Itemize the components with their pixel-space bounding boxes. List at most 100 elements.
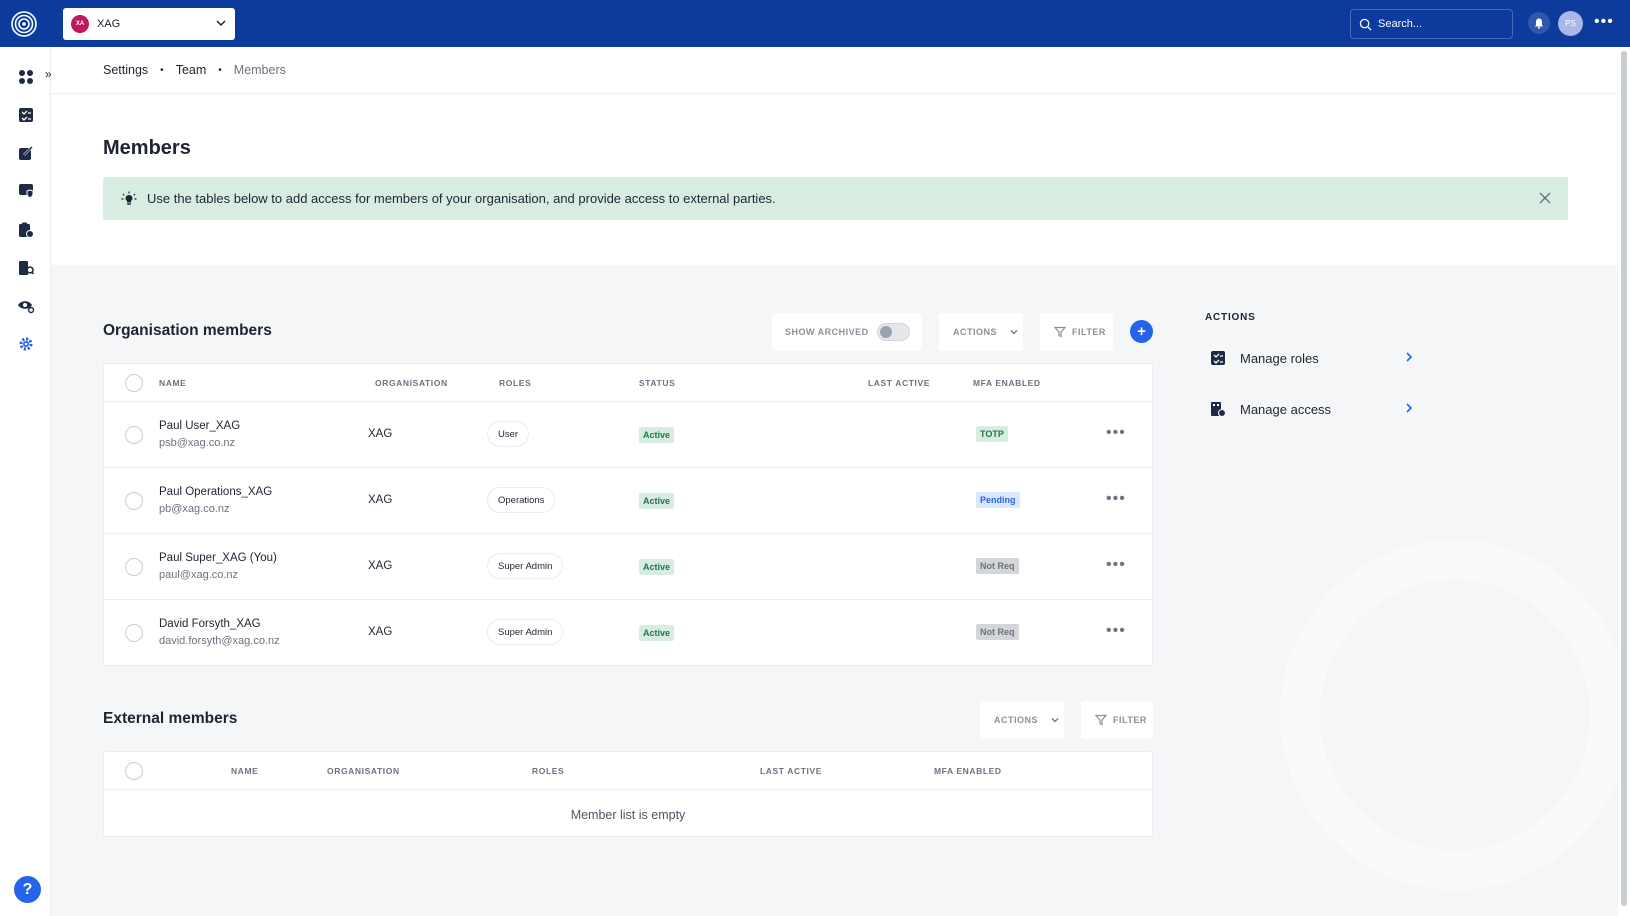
chevron-down-icon: [1051, 718, 1059, 723]
role-badge: Operations: [487, 487, 556, 513]
app-logo-icon[interactable]: [10, 10, 38, 38]
sidebar-expand-icon[interactable]: »: [45, 67, 52, 81]
column-status[interactable]: STATUS: [639, 378, 676, 388]
more-menu-icon[interactable]: •••: [1594, 13, 1614, 30]
breadcrumb-team[interactable]: Team: [175, 63, 207, 77]
mfa-badge: Pending: [976, 492, 1020, 508]
mfa-badge: TOTP: [976, 426, 1008, 442]
manage-roles-link[interactable]: Manage roles: [1210, 347, 1415, 369]
user-avatar[interactable]: PS: [1558, 11, 1583, 36]
scrollbar-thumb[interactable]: [1621, 51, 1627, 906]
org-selector[interactable]: XA XAG: [63, 8, 235, 40]
row-checkbox[interactable]: [125, 624, 143, 642]
external-filter-button[interactable]: FILTER: [1081, 701, 1153, 739]
filter-icon: [1095, 714, 1107, 726]
member-name: David Forsyth_XAG: [159, 618, 261, 630]
row-more-icon[interactable]: •••: [1106, 622, 1126, 639]
chevron-right-icon: [1406, 403, 1413, 413]
column-name[interactable]: NAME: [159, 378, 187, 388]
chevron-right-icon: [1406, 352, 1413, 362]
org-filter-button[interactable]: FILTER: [1040, 313, 1113, 351]
table-header: NAME ORGANISATION ROLES STATUS LAST ACTI…: [104, 364, 1152, 402]
member-email: psb@xag.co.nz: [159, 437, 235, 449]
sidebar: »: [0, 47, 52, 916]
header-divider: [51, 93, 1618, 94]
column-last-active[interactable]: LAST ACTIVE: [868, 378, 931, 388]
external-members-table: NAME ORGANISATION ROLES LAST ACTIVE MFA …: [103, 751, 1153, 837]
breadcrumb-separator: •: [160, 64, 164, 76]
show-archived-label: SHOW ARCHIVED: [785, 327, 869, 337]
manage-access-label: Manage access: [1240, 401, 1332, 417]
member-name: Paul Operations_XAG: [159, 486, 273, 498]
column-mfa-enabled[interactable]: MFA ENABLED: [934, 766, 1002, 776]
building-lock-icon: [1211, 402, 1226, 417]
org-actions-dropdown[interactable]: ACTIONS: [939, 313, 1023, 351]
dashboard-icon[interactable]: [17, 68, 35, 86]
actions-label: ACTIONS: [994, 715, 1038, 725]
bell-icon: [1534, 18, 1544, 29]
search-input[interactable]: Search...: [1350, 9, 1513, 39]
column-organisation[interactable]: ORGANISATION: [375, 378, 448, 388]
member-organisation: XAG: [368, 494, 393, 506]
close-icon[interactable]: [1538, 191, 1552, 205]
help-button[interactable]: ?: [14, 876, 41, 903]
role-badge: Super Admin: [487, 553, 564, 579]
status-badge: Active: [639, 625, 675, 641]
breadcrumb: Settings • Team • Members: [103, 63, 286, 77]
member-email: paul@xag.co.nz: [159, 569, 239, 581]
member-organisation: XAG: [368, 626, 393, 638]
add-member-button[interactable]: +: [1130, 320, 1153, 343]
status-badge: Active: [639, 427, 675, 443]
checklist-icon: [1211, 351, 1225, 365]
row-checkbox[interactable]: [125, 426, 143, 444]
notifications-button[interactable]: [1528, 12, 1550, 34]
role-badge: User: [487, 421, 530, 447]
column-last-active[interactable]: LAST ACTIVE: [760, 766, 823, 776]
column-mfa-enabled[interactable]: MFA ENABLED: [973, 378, 1041, 388]
shield-check-icon[interactable]: [17, 182, 35, 200]
table-row[interactable]: Paul Operations_XAG pb@xag.co.nz XAG Ope…: [104, 468, 1152, 534]
table-row[interactable]: Paul User_XAG psb@xag.co.nz XAG User Act…: [104, 402, 1152, 468]
row-more-icon[interactable]: •••: [1106, 556, 1126, 573]
member-organisation: XAG: [368, 560, 393, 572]
toggle-switch[interactable]: [876, 323, 910, 341]
external-actions-dropdown[interactable]: ACTIONS: [980, 701, 1064, 739]
column-roles[interactable]: ROLES: [532, 766, 565, 776]
info-banner: Use the tables below to add access for m…: [103, 177, 1568, 220]
page-scrollbar[interactable]: [1618, 47, 1630, 916]
filter-label: FILTER: [1113, 715, 1147, 725]
lightbulb-icon: [121, 191, 137, 205]
breadcrumb-settings[interactable]: Settings: [103, 63, 149, 77]
page-title: Members: [103, 137, 191, 159]
row-checkbox[interactable]: [125, 558, 143, 576]
show-archived-toggle[interactable]: SHOW ARCHIVED: [772, 313, 922, 351]
building-search-icon[interactable]: [17, 259, 35, 277]
edit-icon[interactable]: [17, 144, 35, 162]
eye-search-icon[interactable]: [17, 297, 35, 315]
row-more-icon[interactable]: •••: [1106, 490, 1126, 507]
table-header: NAME ORGANISATION ROLES LAST ACTIVE MFA …: [104, 752, 1152, 790]
manage-access-link[interactable]: Manage access: [1210, 398, 1415, 420]
mfa-badge: Not Req: [976, 624, 1019, 640]
select-all-checkbox[interactable]: [125, 762, 143, 780]
clipboard-icon[interactable]: [17, 221, 35, 239]
status-badge: Active: [639, 559, 675, 575]
row-more-icon[interactable]: •••: [1106, 424, 1126, 441]
settings-gear-icon[interactable]: [17, 335, 35, 353]
column-name[interactable]: NAME: [231, 766, 259, 776]
column-roles[interactable]: ROLES: [499, 378, 532, 388]
manage-roles-label: Manage roles: [1240, 350, 1319, 366]
external-members-title: External members: [103, 710, 238, 727]
select-all-checkbox[interactable]: [125, 374, 143, 392]
org-name: XAG: [97, 18, 121, 30]
table-row[interactable]: Paul Super_XAG (You) paul@xag.co.nz XAG …: [104, 534, 1152, 600]
table-row[interactable]: David Forsyth_XAG david.forsyth@xag.co.n…: [104, 600, 1152, 666]
member-organisation: XAG: [368, 428, 393, 440]
row-checkbox[interactable]: [125, 492, 143, 510]
chevron-down-icon: [216, 20, 226, 27]
org-members-title: Organisation members: [103, 322, 272, 339]
column-organisation[interactable]: ORGANISATION: [327, 766, 400, 776]
member-email: david.forsyth@xag.co.nz: [159, 635, 280, 647]
actions-panel-title: ACTIONS: [1205, 312, 1256, 323]
checklist-icon[interactable]: [17, 106, 35, 124]
